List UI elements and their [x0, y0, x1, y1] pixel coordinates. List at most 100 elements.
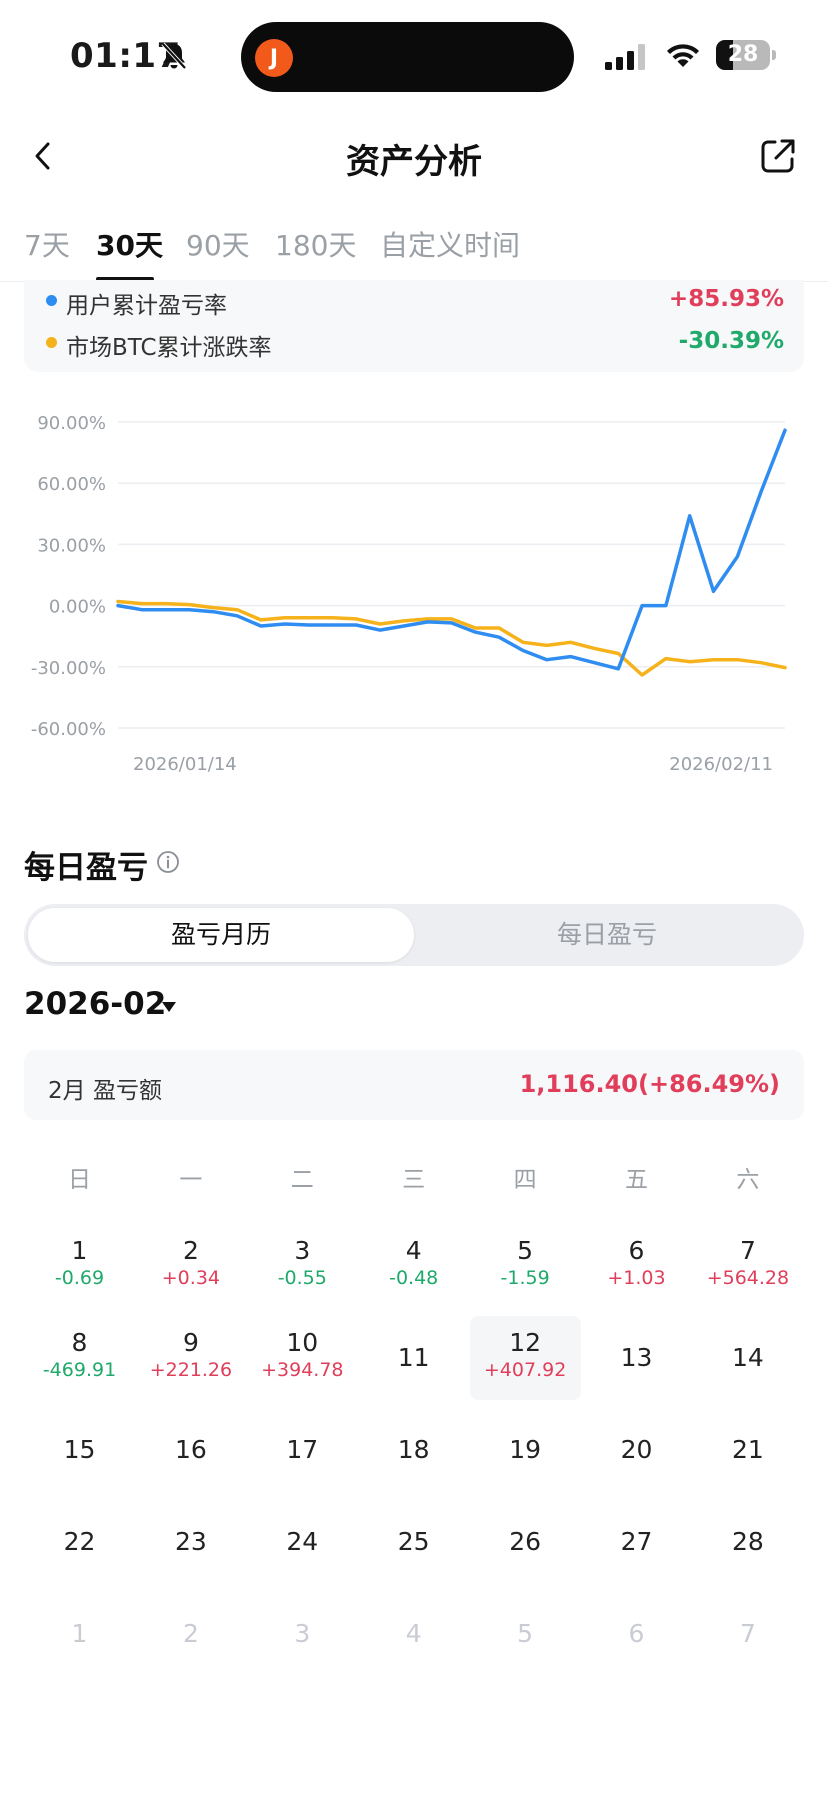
battery-icon: 28 — [716, 40, 776, 70]
calendar-day[interactable]: 1 -0.69 — [24, 1224, 135, 1308]
y-tick-label: -60.00% — [31, 719, 106, 740]
tab-90d[interactable]: 90天 — [186, 229, 250, 262]
calendar-day[interactable]: 11 — [358, 1316, 469, 1400]
segment-daily-pnl[interactable]: 每日盈亏 — [556, 920, 657, 949]
calendar-day[interactable]: 7 +564.28 — [692, 1224, 803, 1308]
month-selector[interactable]: 2026-02 — [24, 986, 167, 1022]
calendar-day[interactable]: 13 — [581, 1316, 692, 1400]
calendar-day[interactable]: 28 — [692, 1500, 803, 1584]
tab-custom-time[interactable]: 自定义时间 — [380, 229, 521, 262]
calendar-day[interactable]: 18 — [358, 1408, 469, 1492]
legend-label: 市场BTC累计涨跌率 — [66, 335, 272, 361]
day-pnl-value: +221.26 — [149, 1359, 233, 1381]
time-range-tabs: 7天 30天 90天 180天 自定义时间 — [0, 214, 828, 282]
info-icon[interactable] — [156, 850, 180, 874]
calendar-day[interactable]: 9 +221.26 — [135, 1316, 246, 1400]
calendar-day[interactable]: 8 -469.91 — [24, 1316, 135, 1400]
calendar-day-next-month: 7 — [692, 1592, 803, 1676]
user-series-dot — [46, 295, 57, 306]
calendar-day[interactable]: 24 — [247, 1500, 358, 1584]
tab-30d[interactable]: 30天 — [96, 229, 163, 262]
day-number: 13 — [620, 1343, 653, 1372]
day-number: 18 — [397, 1435, 430, 1464]
calendar-day-next-month: 6 — [581, 1592, 692, 1676]
day-number: 5 — [517, 1619, 534, 1648]
day-pnl-value: -469.91 — [42, 1359, 117, 1381]
y-tick-label: 0.00% — [49, 597, 106, 618]
calendar-day[interactable]: 20 — [581, 1408, 692, 1492]
day-number: 11 — [397, 1343, 430, 1372]
legend-label: 用户累计盈亏率 — [66, 293, 227, 319]
y-tick-label: 30.00% — [37, 535, 106, 556]
calendar-day[interactable]: 12 +407.92 — [469, 1316, 581, 1400]
day-number: 4 — [405, 1236, 422, 1265]
summary-value: 1,116.40(+86.49%) — [519, 1070, 780, 1098]
dynamic-island: J — [241, 22, 574, 92]
calendar-day-next-month: 2 — [135, 1592, 246, 1676]
calendar-day[interactable]: 17 — [247, 1408, 358, 1492]
status-bar: 01:17 J 28 — [0, 0, 828, 110]
weekday-header: 二 — [290, 1167, 314, 1193]
day-number: 27 — [620, 1527, 653, 1556]
monthly-summary-card: 2月 盈亏额 1,116.40(+86.49%) — [24, 1050, 804, 1120]
day-number: 26 — [509, 1527, 541, 1556]
calendar-day[interactable]: 19 — [470, 1408, 581, 1492]
calendar-day-next-month: 4 — [358, 1592, 469, 1676]
cumulative-return-chart[interactable]: 90.00% 60.00% 30.00% 0.00% -30.00% -60.00% 202… — [0, 400, 828, 780]
chart-legend-card: 用户累计盈亏率 +85.93% 市场BTC累计涨跌率 -30.39% — [24, 280, 804, 372]
caret-down-icon[interactable] — [160, 1000, 178, 1014]
calendar-day[interactable]: 15 — [24, 1408, 135, 1492]
day-number: 14 — [731, 1343, 764, 1372]
active-tab-indicator — [96, 277, 154, 281]
day-number: 20 — [620, 1435, 653, 1464]
wifi-icon — [667, 44, 699, 67]
day-number: 10 — [286, 1328, 319, 1357]
segment-pnl-calendar[interactable]: 盈亏月历 — [28, 908, 414, 962]
y-tick-label: 60.00% — [37, 474, 106, 495]
calendar-day[interactable]: 16 — [135, 1408, 246, 1492]
series-line-user-pnl — [116, 428, 787, 671]
calendar-day[interactable]: 21 — [692, 1408, 803, 1492]
y-tick-label: -30.00% — [31, 658, 106, 679]
weekday-header: 日 — [68, 1167, 91, 1193]
calendar-day-next-month: 1 — [24, 1592, 135, 1676]
day-number: 17 — [286, 1435, 319, 1464]
calendar-day[interactable]: 22 — [24, 1500, 135, 1584]
calendar-day[interactable]: 2 +0.34 — [135, 1224, 246, 1308]
calendar-day[interactable]: 14 — [692, 1316, 803, 1400]
calendar-day[interactable]: 10 +394.78 — [247, 1316, 358, 1400]
day-number: 24 — [286, 1527, 319, 1556]
calendar-day[interactable]: 26 — [470, 1500, 581, 1584]
calendar-day[interactable]: 27 — [581, 1500, 692, 1584]
day-pnl-value: +0.34 — [161, 1267, 220, 1289]
back-chevron-icon[interactable] — [28, 136, 58, 176]
calendar-day[interactable]: 4 -0.48 — [358, 1224, 469, 1308]
calendar-day[interactable]: 23 — [135, 1500, 246, 1584]
share-icon[interactable] — [758, 136, 798, 176]
calendar-day[interactable]: 5 -1.59 — [470, 1224, 581, 1308]
tab-180d[interactable]: 180天 — [275, 229, 357, 262]
day-number: 7 — [739, 1236, 756, 1265]
day-pnl-value: -0.48 — [389, 1267, 439, 1289]
day-number: 1 — [71, 1619, 88, 1648]
legend-btc-change: 市场BTC累计涨跌率 -30.39% — [44, 324, 784, 361]
day-number: 23 — [174, 1527, 207, 1556]
tab-7d[interactable]: 7天 — [24, 229, 70, 262]
cellular-signal-icon — [605, 44, 645, 70]
calendar-day[interactable]: 6 +1.03 — [581, 1224, 692, 1308]
day-number: 2 — [182, 1619, 199, 1648]
calendar-day[interactable]: 25 — [358, 1500, 469, 1584]
day-number: 19 — [509, 1435, 541, 1464]
muted-bell-icon — [161, 42, 187, 70]
day-number: 28 — [731, 1527, 764, 1556]
y-tick-label: 90.00% — [37, 413, 106, 434]
day-number: 6 — [628, 1619, 645, 1648]
day-pnl-value: +564.28 — [706, 1267, 790, 1289]
legend-value: +85.93% — [668, 286, 784, 312]
day-number: 7 — [739, 1619, 756, 1648]
weekday-header: 一 — [179, 1167, 203, 1193]
day-number: 16 — [174, 1435, 207, 1464]
calendar-day[interactable]: 3 -0.55 — [247, 1224, 358, 1308]
view-mode-segmented-control: 盈亏月历 每日盈亏 — [24, 904, 804, 966]
day-number: 3 — [294, 1236, 311, 1265]
